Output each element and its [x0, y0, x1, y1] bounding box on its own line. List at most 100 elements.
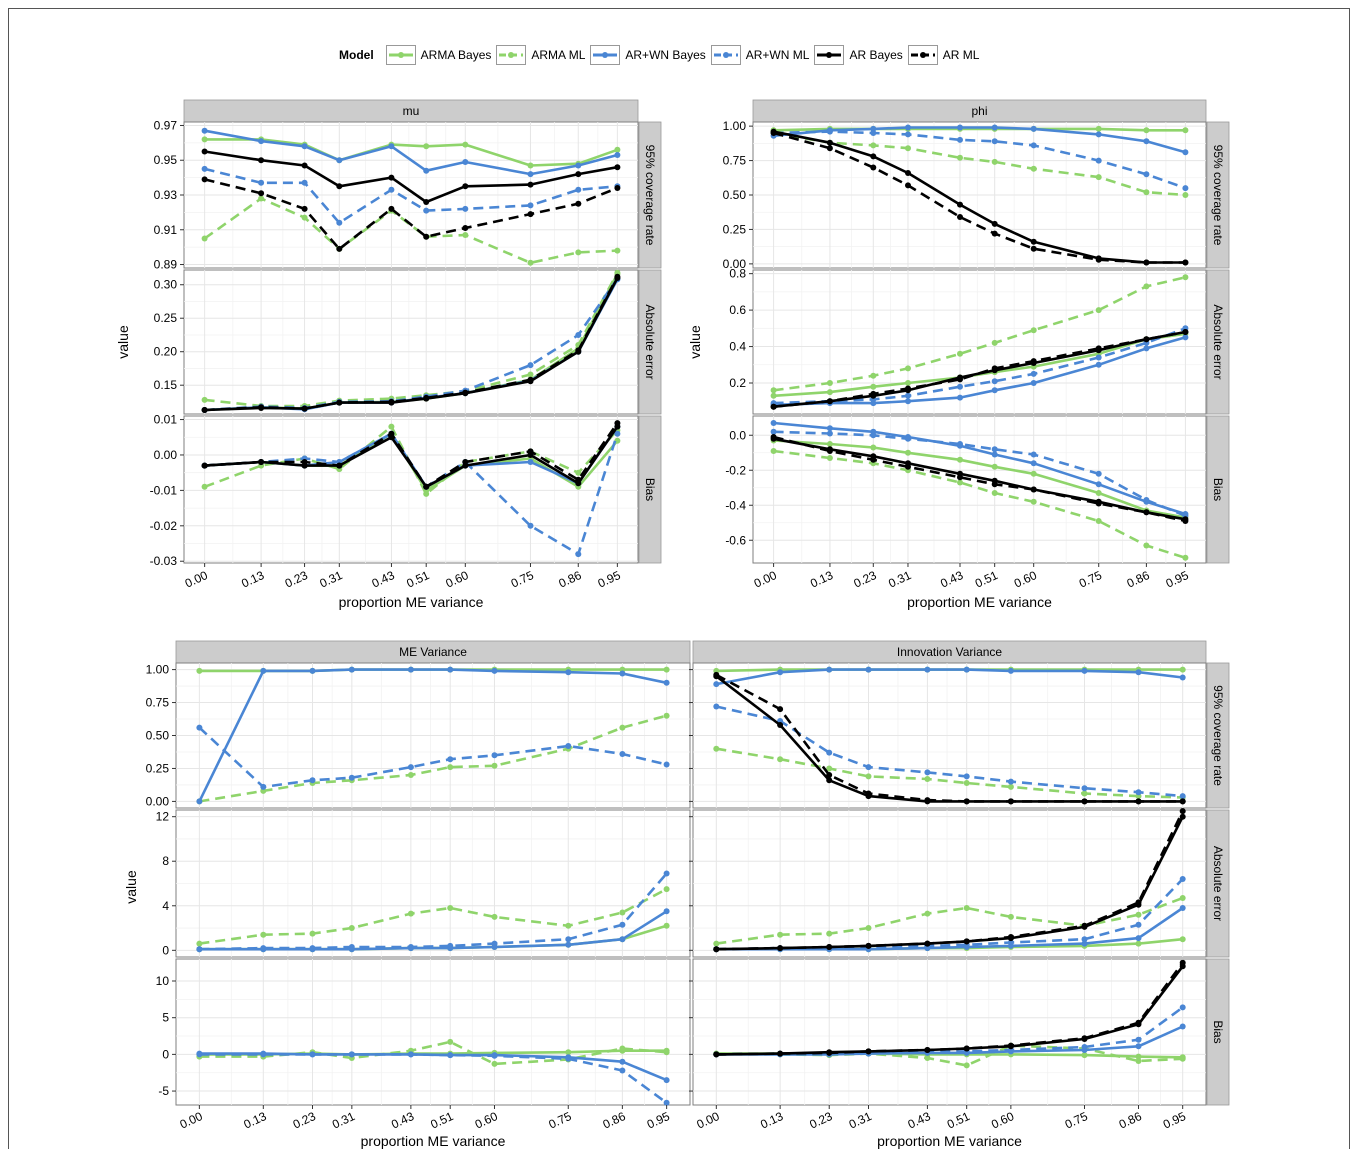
- series-point-ar-ml: [957, 376, 963, 383]
- series-point-arma-ml: [1081, 790, 1088, 797]
- x-tick-label: 0.13: [808, 568, 835, 591]
- series-point-arma-ml: [258, 195, 265, 202]
- series-point-arma-ml: [407, 910, 414, 917]
- series-point-ar-ml: [777, 706, 784, 713]
- x-tick-label: 0.43: [938, 568, 965, 591]
- series-point-ar-wn-bayes: [1095, 481, 1102, 488]
- row-strip: [1206, 809, 1230, 958]
- series-line-ar-wn-bayes: [773, 421, 1186, 516]
- chart-phi: phi 0.00 0.25 0.50 0.75 1.00 95% coverage rate…: [687, 99, 1230, 610]
- series-point-arma-bayes: [201, 136, 208, 143]
- series-point-ar-wn-bayes: [336, 157, 343, 164]
- series-point-ar-ml: [870, 456, 877, 463]
- series-point-ar-wn-ml: [870, 432, 877, 439]
- figure-frame: [8, 8, 1350, 1149]
- series-point-arma-ml: [196, 940, 203, 947]
- series-point-arma-ml: [663, 712, 670, 719]
- series-point-ar-wn-ml: [1143, 171, 1150, 178]
- x-tick-label: 0.00: [694, 1109, 721, 1132]
- series-point-ar-wn-bayes: [1030, 460, 1037, 467]
- series-point-ar-ml: [924, 797, 931, 804]
- row-strip: [638, 269, 662, 415]
- series-point-ar-wn-bayes: [614, 152, 621, 158]
- series-line-ar-ml: [204, 422, 619, 489]
- series-point-arma-ml: [1135, 911, 1142, 918]
- series-point-ar-ml: [991, 481, 998, 488]
- y-tick-label: 0.95: [154, 153, 178, 167]
- y-tick-label: 0.8: [729, 267, 746, 281]
- series-point-ar-bayes: [1030, 238, 1037, 245]
- x-axis-label: proportion ME variance: [877, 1133, 1022, 1149]
- legend-key-arma-ml: [496, 45, 527, 65]
- x-tick-label: 0.86: [1125, 568, 1152, 591]
- series-point-ar-wn-bayes: [527, 459, 534, 465]
- series-point-ar-wn-bayes: [1179, 1023, 1186, 1030]
- series-point-ar-ml: [1179, 959, 1186, 966]
- legend-item-arma-bayes: ARMA Bayes: [385, 45, 491, 65]
- legend-key-arma-bayes: [385, 45, 416, 65]
- row-strip: [638, 121, 662, 269]
- series-point-ar-wn-ml: [336, 219, 343, 226]
- series-point-arma-bayes: [1135, 1053, 1142, 1060]
- series-point-ar-bayes: [1179, 813, 1186, 820]
- x-tick-label: 0.75: [546, 1109, 573, 1132]
- y-tick-label: 0.30: [154, 278, 178, 292]
- x-tick-label: 0.60: [1012, 568, 1039, 591]
- y-tick-label: 0: [162, 943, 169, 957]
- x-tick-label: 0.51: [404, 568, 431, 591]
- series-point-ar-wn-ml: [1081, 936, 1088, 943]
- series-line-ar-wn-ml: [204, 277, 619, 412]
- series-point-ar-wn-bayes: [770, 420, 777, 426]
- series-point-arma-ml: [957, 350, 963, 357]
- series-point-arma-bayes: [1179, 666, 1186, 673]
- series-point-ar-wn-ml: [407, 1051, 414, 1058]
- series-point-ar-wn-bayes: [1135, 935, 1142, 942]
- x-tick-label: 0.60: [443, 568, 470, 591]
- series-point-ar-wn-ml: [905, 131, 911, 138]
- series-point-arma-ml: [619, 1045, 626, 1052]
- series-point-arma-ml: [527, 371, 534, 378]
- series-line-ar-wn-ml: [204, 167, 618, 225]
- series-point-ar-ml: [770, 130, 777, 136]
- series-point-ar-wn-bayes: [905, 124, 911, 131]
- series-point-arma-ml: [663, 886, 670, 893]
- series-line-ar-wn-ml: [773, 130, 1186, 190]
- x-tick-label: 0.31: [330, 1109, 357, 1132]
- series-point-arma-ml: [447, 1038, 454, 1045]
- x-tick-label: 0.31: [886, 568, 913, 591]
- series-point-ar-wn-bayes: [991, 451, 998, 458]
- y-tick-label: 0.89: [154, 258, 178, 272]
- series-point-ar-wn-bayes: [957, 394, 963, 401]
- series-point-ar-ml: [865, 790, 872, 797]
- row-label-95-coverage-rate: 95% coverage rate: [643, 145, 657, 246]
- series-point-arma-ml: [924, 776, 931, 782]
- series-point-ar-ml: [1143, 336, 1150, 343]
- x-tick-label: 0.60: [989, 1109, 1016, 1132]
- series-point-arma-ml: [777, 756, 784, 763]
- y-tick-label: 0.00: [154, 448, 178, 462]
- series-point-ar-ml: [201, 176, 208, 183]
- series-point-arma-ml: [1007, 783, 1014, 790]
- series-point-ar-ml: [388, 398, 395, 405]
- series-point-ar-ml: [614, 185, 621, 191]
- series-point-ar-wn-ml: [491, 940, 498, 947]
- y-tick-label: 0.25: [146, 761, 170, 775]
- row-label-95-coverage-rate: 95% coverage rate: [1211, 685, 1225, 786]
- series-point-ar-wn-bayes: [663, 908, 670, 915]
- legend: Model ARMA Bayes ARMA ML AR+WN Bayes AR+…: [339, 44, 984, 66]
- series-point-ar-wn-bayes: [619, 1058, 626, 1065]
- series-point-ar-wn-ml: [826, 430, 833, 437]
- series-point-arma-bayes: [826, 441, 833, 447]
- series-point-arma-ml: [309, 930, 316, 937]
- series-point-ar-wn-bayes: [258, 138, 265, 145]
- series-point-ar-wn-bayes: [777, 669, 784, 676]
- series-point-ar-ml: [770, 434, 777, 440]
- facet-title-me-variance: ME Variance: [399, 645, 467, 659]
- series-point-ar-wn-ml: [826, 749, 833, 756]
- series-point-ar-ml: [527, 376, 534, 383]
- panel-phi-95-coverage-rate: 0.00 0.25 0.50 0.75 1.00 95% coverage rate: [723, 119, 1230, 271]
- series-point-ar-wn-ml: [1030, 142, 1037, 149]
- series-point-ar-bayes: [826, 777, 833, 784]
- series-point-arma-ml: [1143, 542, 1150, 549]
- series-point-ar-wn-bayes: [1135, 1043, 1142, 1050]
